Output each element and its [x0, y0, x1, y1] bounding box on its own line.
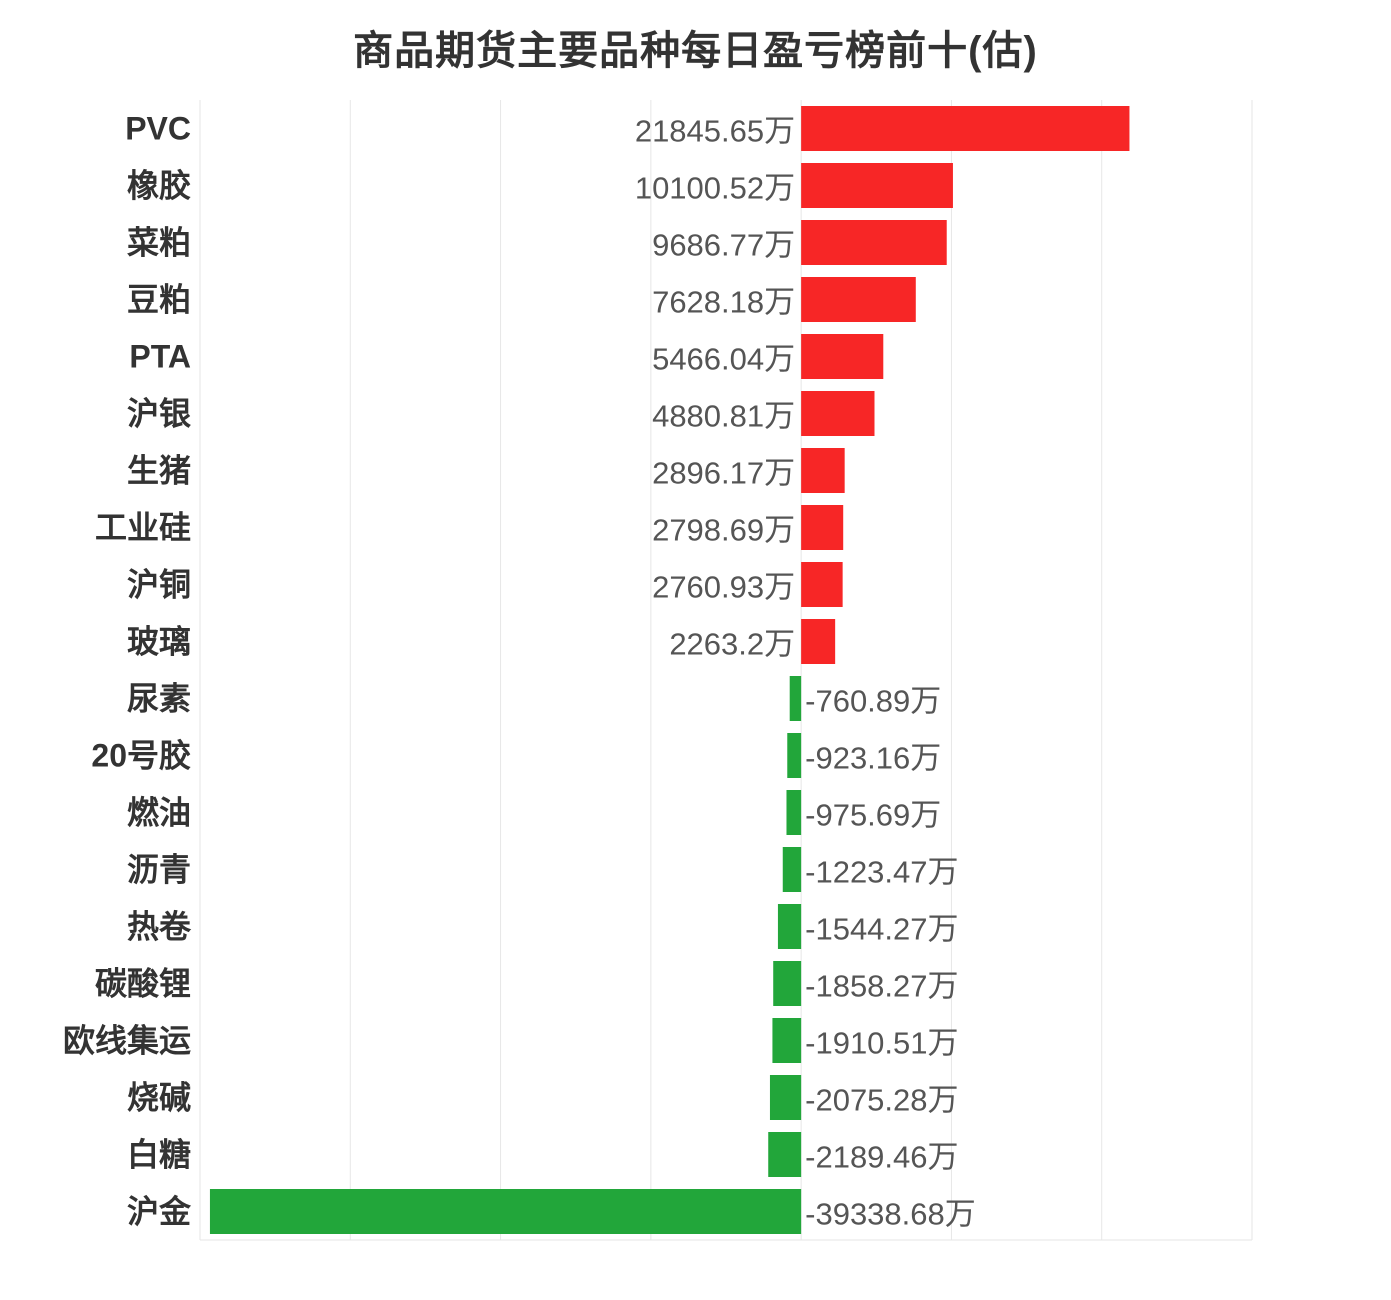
bar-loss: [789, 676, 802, 721]
gridlines: [199, 100, 1253, 1241]
category-label: 碳酸锂: [95, 966, 191, 1002]
category-label: 20号胶: [91, 738, 191, 774]
bar-loss: [787, 733, 802, 778]
category-label: 沥青: [127, 852, 191, 888]
category-label: 沪金: [127, 1194, 192, 1230]
value-label: 5466.04万: [652, 342, 795, 377]
bar-profit: [801, 220, 947, 265]
bar-loss: [773, 961, 802, 1006]
category-label: 豆粕: [127, 282, 191, 318]
category-label: 生猪: [127, 453, 191, 489]
value-label: 10100.52万: [635, 171, 795, 206]
value-label: -1223.47万: [805, 855, 958, 890]
bar-profit: [801, 391, 875, 436]
value-labels: 21845.65万 10100.52万 9686.77万 7628.18万 5466.0…: [635, 114, 976, 1232]
bar-loss: [209, 1189, 802, 1234]
value-label: 2263.2万: [669, 627, 795, 662]
bar-profit: [801, 562, 843, 607]
chart-title: 商品期货主要品种每日盈亏榜前十(估): [353, 29, 1038, 73]
bar-profit: [801, 277, 916, 322]
bar-profit: [801, 334, 884, 379]
category-label: 白糖: [127, 1137, 191, 1173]
value-label: -1858.27万: [805, 969, 958, 1004]
value-label: -39338.68万: [805, 1197, 976, 1232]
category-label: 尿素: [127, 681, 191, 717]
bar-profit: [801, 619, 836, 664]
bar-profit: [801, 505, 844, 550]
category-label: 燃油: [127, 795, 191, 831]
bar-loss: [772, 1018, 802, 1063]
value-label: -975.69万: [805, 798, 941, 833]
category-label: 沪铜: [127, 567, 191, 603]
value-label: 4880.81万: [652, 399, 795, 434]
value-label: -760.89万: [805, 684, 941, 719]
category-label: 热卷: [127, 909, 192, 945]
category-label: 玻璃: [127, 624, 191, 660]
value-label: 7628.18万: [652, 285, 795, 320]
value-label: -923.16万: [805, 741, 941, 776]
category-label: PTA: [129, 339, 191, 375]
category-label: 菜粕: [127, 225, 191, 261]
value-label: 2760.93万: [652, 570, 795, 605]
category-label: 欧线集运: [63, 1023, 191, 1059]
bar-loss: [786, 790, 802, 835]
bar-profit: [801, 106, 1130, 151]
value-label: 9686.77万: [652, 228, 795, 263]
bar-profit: [801, 163, 953, 208]
value-label: -1910.51万: [805, 1026, 958, 1061]
bar-loss: [782, 847, 802, 892]
category-label: 工业硅: [95, 510, 191, 546]
value-label: 21845.65万: [635, 114, 795, 149]
value-label: -1544.27万: [805, 912, 958, 947]
bar-loss: [768, 1132, 802, 1177]
category-label: 沪银: [127, 396, 191, 432]
value-label: -2189.46万: [805, 1140, 958, 1175]
bar-loss: [777, 904, 802, 949]
bars: [209, 106, 1130, 1234]
category-label: 橡胶: [127, 168, 191, 204]
value-label: 2798.69万: [652, 513, 795, 548]
bar-loss: [769, 1075, 802, 1120]
bar-profit: [801, 448, 845, 493]
value-label: -2075.28万: [805, 1083, 958, 1118]
value-label: 2896.17万: [652, 456, 795, 491]
category-label: 烧碱: [127, 1080, 191, 1116]
category-label: PVC: [125, 111, 191, 147]
